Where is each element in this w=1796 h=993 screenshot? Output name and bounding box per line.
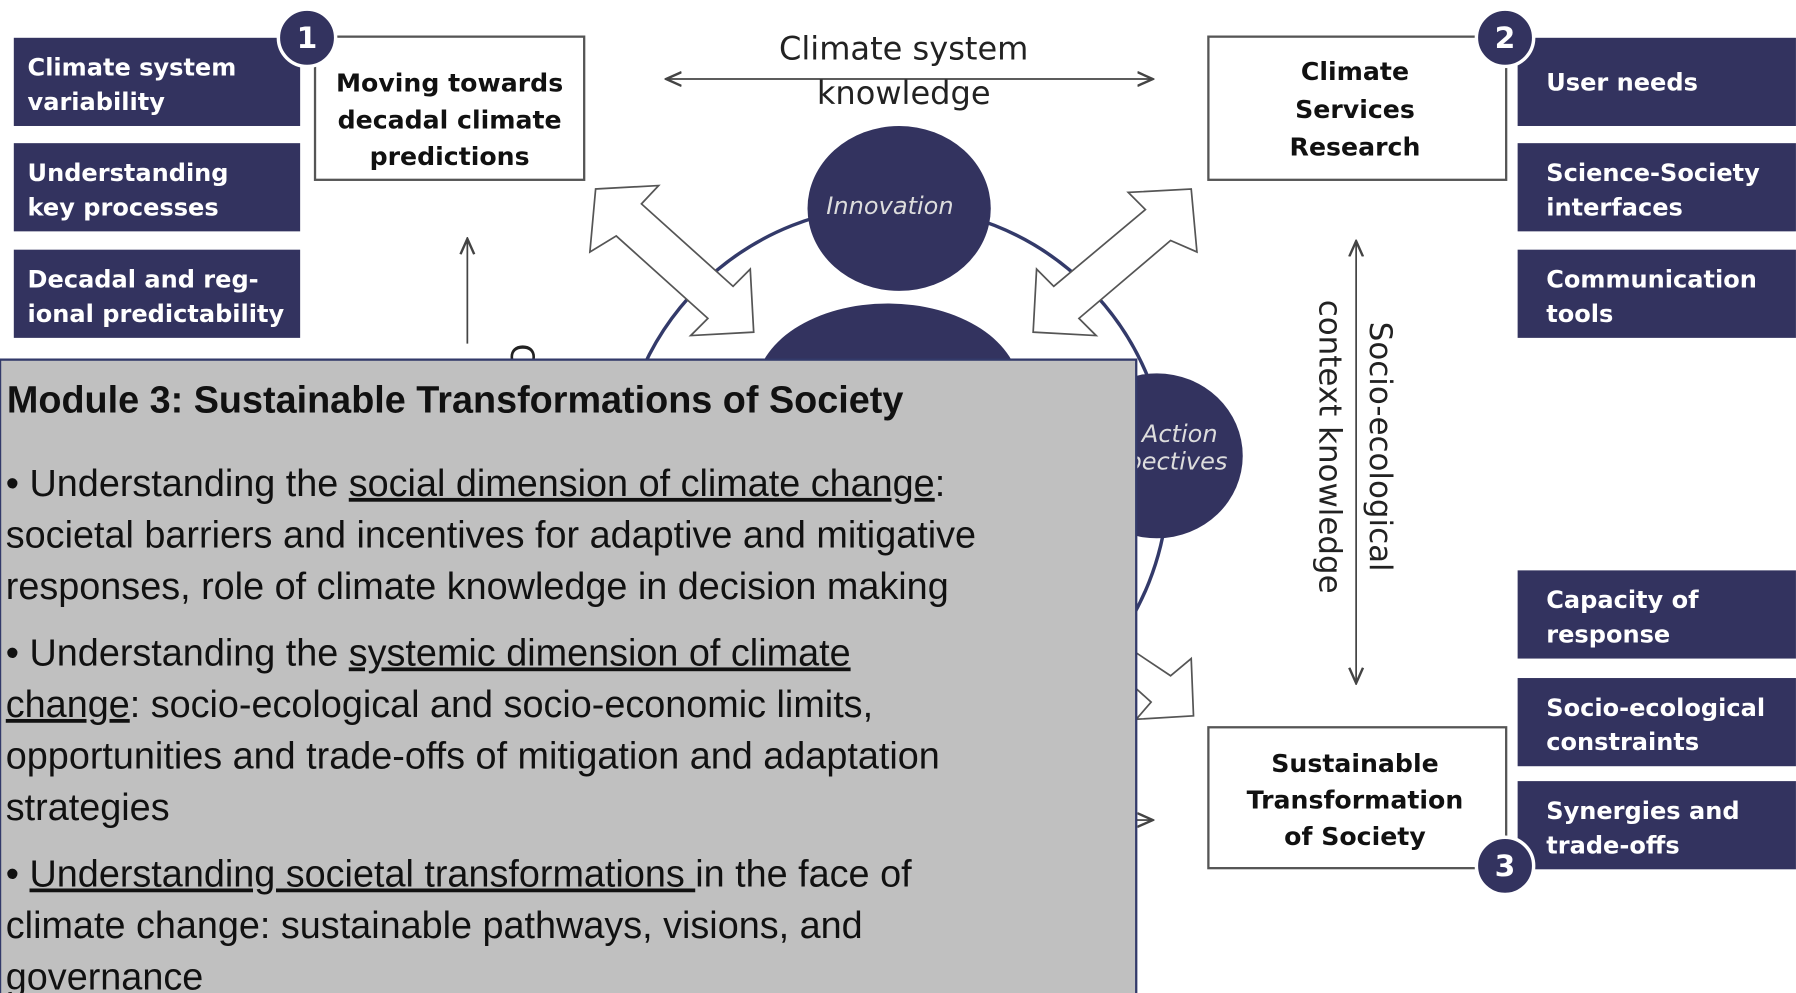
bullet-text: climate change: sustainable pathways, vi…: [6, 905, 863, 947]
side-box-text: variability: [28, 88, 166, 116]
module-title: Research: [1290, 133, 1421, 162]
bullet-line: • Understanding the systemic dimension o…: [6, 632, 851, 674]
bullet-text: change: [6, 684, 130, 726]
module-title: Services: [1295, 95, 1415, 124]
header: knowledge: [817, 74, 991, 112]
module-number-badge: [1474, 7, 1536, 69]
side-box-text: ional predictability: [28, 300, 285, 328]
side-box: [1517, 249, 1796, 338]
module-title: Climate: [1301, 57, 1409, 86]
circle-label: Innovation: [826, 192, 953, 220]
bullet-text: Understanding societal transformations: [30, 853, 696, 895]
bullet-text: societal barriers and incentives for ada…: [6, 514, 976, 556]
bullet-text: social dimension of climate change: [349, 463, 935, 505]
bullet-line: • Understanding the social dimension of …: [6, 463, 945, 505]
bullet-line: governance: [6, 957, 203, 993]
bullet-line: opportunities and trade-offs of mitigati…: [6, 736, 940, 778]
bullet-text: • Understanding the: [6, 632, 349, 674]
bullet-line: • Understanding societal transformations…: [6, 853, 912, 895]
bullet-text: : socio-ecological and socio-economic li…: [130, 684, 873, 726]
module-title: Moving towards: [336, 69, 563, 98]
side-box-text: response: [1546, 621, 1670, 649]
side-box-text: Science-Society: [1546, 159, 1760, 187]
bullet-line: change: socio-ecological and socio-econo…: [6, 684, 873, 726]
side-box-text: Communication: [1546, 265, 1757, 293]
vertical-label: context knowledge: [1311, 300, 1347, 594]
module-box: [1207, 726, 1508, 870]
bullet-line: strategies: [6, 787, 170, 829]
overlay-title: Module 3: Sustainable Transformations of…: [7, 379, 903, 421]
module-title: decadal climate: [338, 105, 562, 134]
overlay-box: [0, 358, 1138, 993]
bullet-line: climate change: sustainable pathways, vi…: [6, 905, 863, 947]
side-box: [1517, 143, 1796, 232]
module-number-badge: [1474, 835, 1536, 897]
side-box-text: constraints: [1546, 728, 1699, 756]
vertical-label: Socio-ecological: [1362, 322, 1398, 572]
module-title: Transformation: [1247, 786, 1464, 815]
module-number-badge: [276, 7, 338, 69]
side-box: [13, 37, 301, 126]
bullet-text: governance: [6, 957, 203, 993]
module-box: [1207, 35, 1508, 181]
side-box-text: tools: [1546, 300, 1613, 328]
side-box-text: Synergies and: [1546, 797, 1739, 825]
side-box-text: Climate system: [28, 54, 237, 82]
bullet-text: • Understanding the: [6, 463, 349, 505]
side-box-text: User needs: [1546, 68, 1698, 96]
side-box-text: Decadal and reg-: [28, 265, 259, 293]
module-number: 2: [1495, 21, 1516, 56]
bullet-text: strategies: [6, 787, 170, 829]
side-box-text: Capacity of: [1546, 586, 1699, 614]
module-title: predictions: [370, 142, 530, 171]
bullet-text: •: [6, 853, 30, 895]
module-box: [313, 35, 586, 181]
bullet-text: :: [935, 463, 946, 505]
innovation-circle: [807, 125, 991, 291]
bullet-text: responses, role of climate knowledge in …: [6, 566, 949, 608]
side-box: [13, 143, 301, 232]
side-box-text: Socio-ecological: [1546, 694, 1765, 722]
side-box-text: key processes: [28, 193, 219, 221]
header: Climate system: [779, 30, 1028, 68]
circle-label: Action: [1140, 420, 1218, 448]
module-title: of Society: [1284, 822, 1426, 851]
module-title: Sustainable: [1271, 749, 1438, 778]
bullet-text: in the face of: [695, 853, 912, 895]
side-box: [1517, 570, 1796, 659]
module-number: 1: [297, 21, 318, 56]
side-box-text: Understanding: [28, 159, 229, 187]
bullet-line: societal barriers and incentives for ada…: [6, 514, 976, 556]
double-arrows: [588, 184, 1198, 721]
bullet-line: responses, role of climate knowledge in …: [6, 566, 949, 608]
side-box: [13, 249, 301, 338]
bullet-text: systemic dimension of climate: [349, 632, 851, 674]
bullet-text: opportunities and trade-offs of mitigati…: [6, 736, 940, 778]
side-box-text: interfaces: [1546, 193, 1683, 221]
side-box: [1517, 37, 1796, 126]
module-number: 3: [1495, 849, 1516, 884]
side-box-text: trade-offs: [1546, 831, 1679, 859]
side-box: [1517, 781, 1796, 870]
side-box: [1517, 678, 1796, 767]
